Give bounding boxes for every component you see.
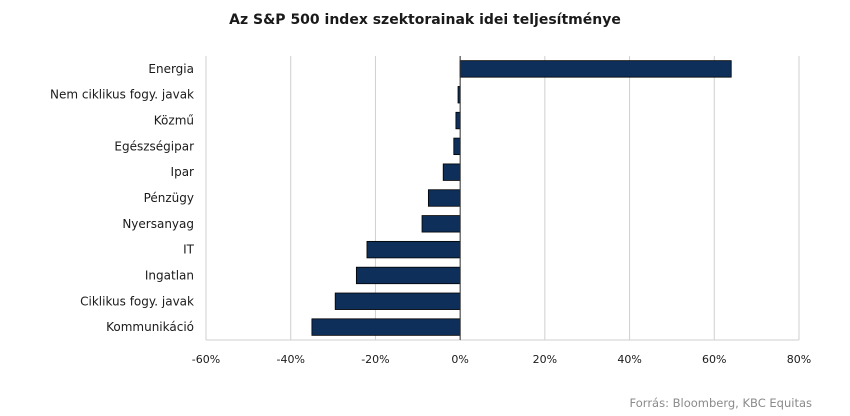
category-label-0: Energia [148, 62, 194, 76]
category-label-7: IT [183, 243, 195, 257]
category-label-1: Nem ciklikus fogy. javak [50, 88, 194, 102]
category-label-4: Ipar [171, 165, 195, 179]
x-tick-label-2: -20% [361, 353, 389, 366]
chart-source: Forrás: Bloomberg, KBC Equitas [629, 396, 812, 410]
x-tick-label-3: 0% [451, 353, 468, 366]
bar-0 [459, 60, 732, 78]
bar-3 [453, 137, 461, 156]
x-tick-label-4: 20% [533, 353, 557, 366]
x-tick-label-5: 40% [617, 353, 641, 366]
x-tick-label-7: 80% [787, 353, 811, 366]
bar-9 [334, 292, 461, 310]
bar-4 [442, 163, 461, 181]
bar-10 [311, 318, 461, 336]
category-label-6: Nyersanyag [122, 217, 194, 231]
bar-8 [355, 266, 461, 285]
chart-title: Az S&P 500 index szektorainak idei telje… [229, 12, 621, 28]
category-label-5: Pénzügy [144, 191, 194, 205]
bar-7 [366, 240, 461, 259]
category-label-9: Ciklikus fogy. javak [80, 294, 194, 308]
category-label-3: Egészségipar [114, 139, 194, 153]
category-label-10: Kommunikáció [106, 320, 194, 334]
bar-2 [455, 111, 461, 130]
x-tick-label-6: 60% [702, 353, 726, 366]
bar-6 [421, 215, 461, 233]
category-label-8: Ingatlan [145, 268, 194, 282]
x-tick-label-1: -40% [277, 353, 305, 366]
category-label-2: Közmű [154, 114, 194, 128]
x-tick-label-0: -60% [192, 353, 220, 366]
bar-5 [427, 189, 461, 207]
